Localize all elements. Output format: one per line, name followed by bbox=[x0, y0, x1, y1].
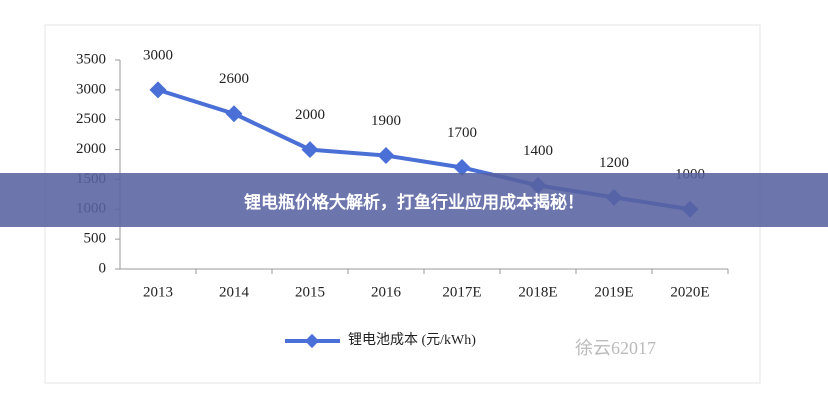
data-label: 2600 bbox=[219, 71, 249, 87]
x-tick-label: 2015 bbox=[295, 284, 325, 300]
x-tick-label: 2016 bbox=[371, 284, 402, 300]
point bbox=[453, 159, 471, 176]
x-tick-label: 2018E bbox=[518, 284, 557, 300]
point bbox=[225, 105, 243, 123]
x-tick-label: 2017E bbox=[442, 284, 481, 300]
y-tick-label: 3000 bbox=[76, 81, 106, 97]
data-label: 1900 bbox=[371, 113, 401, 129]
x-tick-label: 2014 bbox=[219, 284, 250, 300]
y-tick-label: 2500 bbox=[76, 111, 106, 127]
point bbox=[149, 81, 167, 99]
y-tick-label: 500 bbox=[84, 231, 107, 247]
x-tick-label: 2019E bbox=[594, 284, 633, 300]
data-label: 1200 bbox=[599, 155, 629, 171]
data-label: 1700 bbox=[447, 125, 477, 141]
data-label: 1400 bbox=[523, 143, 553, 159]
point bbox=[301, 141, 319, 159]
x-tick-label: 2013 bbox=[143, 284, 173, 300]
y-tick-label: 2000 bbox=[76, 141, 106, 157]
banner: 锂电瓶价格大解析，打鱼行业应用成本揭秘！ bbox=[0, 173, 828, 227]
data-label: 3000 bbox=[143, 47, 173, 63]
legend-label: 锂电池成本 (元/kWh) bbox=[348, 332, 476, 348]
watermark: 徐云62017 bbox=[575, 338, 656, 358]
point bbox=[377, 147, 395, 165]
data-label: 2000 bbox=[295, 107, 325, 123]
y-tick-label: 3500 bbox=[76, 51, 106, 67]
x-tick-label: 2020E bbox=[670, 284, 709, 300]
legend-marker bbox=[304, 333, 320, 349]
y-tick-label: 0 bbox=[99, 260, 107, 276]
